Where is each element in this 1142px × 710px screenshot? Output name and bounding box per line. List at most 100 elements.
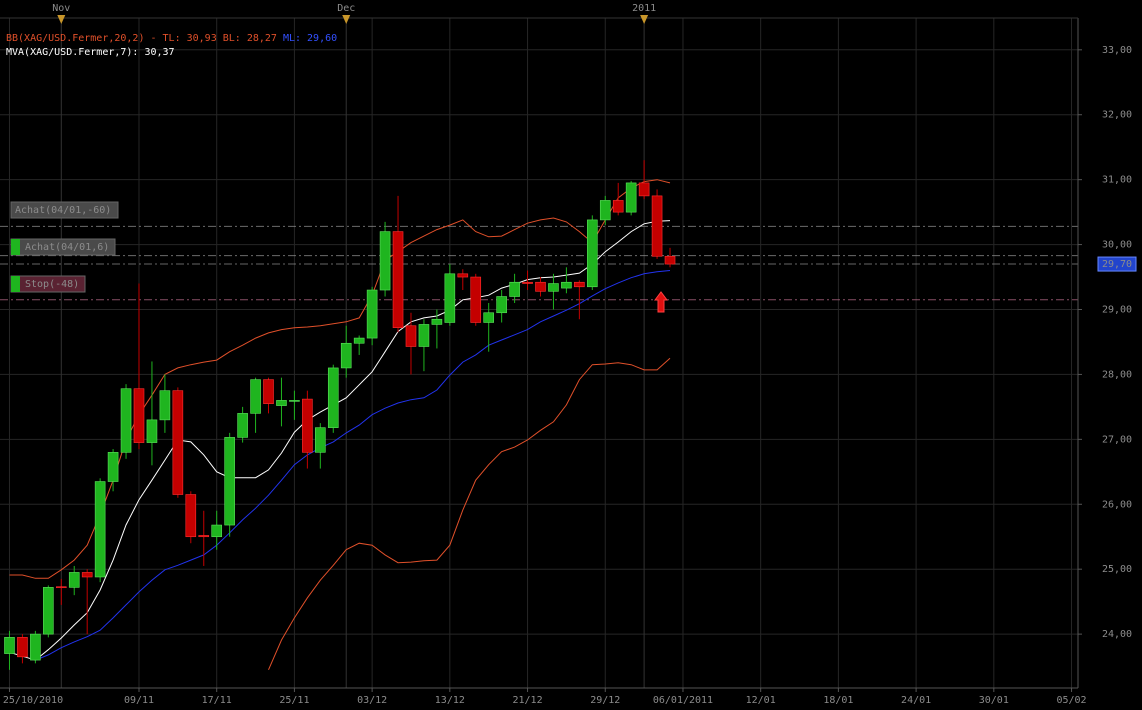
candle-body bbox=[276, 400, 287, 406]
candle-body bbox=[599, 200, 611, 221]
candle-body bbox=[55, 586, 67, 589]
x-tick-label: 21/12 bbox=[512, 695, 542, 706]
candle-body bbox=[43, 587, 54, 635]
candle-body bbox=[172, 390, 184, 495]
x-tick-label: 09/11 bbox=[124, 695, 154, 706]
legend-entry: BB(XAG/USD.Fermer,20,2) - TL: 30,93 BL: … bbox=[6, 33, 337, 44]
price-label: 29,70 bbox=[1102, 259, 1132, 270]
candle-body bbox=[302, 398, 313, 453]
candle-body bbox=[94, 481, 106, 578]
candle-body bbox=[146, 419, 158, 443]
y-tick-label: 27,00 bbox=[1102, 434, 1132, 445]
x-tick-label: 24/01 bbox=[901, 695, 931, 706]
level-label: Achat(04/01,-60) bbox=[15, 205, 111, 216]
y-tick-label: 24,00 bbox=[1102, 629, 1132, 640]
candle-body bbox=[418, 324, 430, 347]
candle-body bbox=[107, 452, 119, 482]
legend-entry: MVA(XAG/USD.Fermer,7): 30,37 bbox=[6, 47, 175, 58]
level-box bbox=[10, 201, 119, 219]
candle-body bbox=[561, 281, 572, 289]
candle-body bbox=[483, 312, 494, 323]
candle-body bbox=[638, 182, 650, 197]
candle-body bbox=[431, 318, 443, 325]
indicator-line bbox=[268, 357, 671, 670]
candle-body bbox=[444, 273, 456, 323]
candle-body bbox=[470, 276, 482, 323]
indicator-line bbox=[9, 220, 671, 661]
candle-body bbox=[651, 195, 663, 257]
legend-text: ML: 29,60 bbox=[283, 33, 337, 44]
indicator-line bbox=[35, 270, 671, 661]
price-box bbox=[1097, 256, 1137, 272]
candle-body bbox=[224, 437, 235, 526]
labels: 24,00 25,00 26,00 27,00 28,00 29,00 30,00 31,00… bbox=[3, 3, 1137, 706]
candle-body bbox=[496, 296, 507, 314]
candle-body bbox=[30, 633, 41, 661]
candle-body bbox=[250, 379, 261, 414]
candle-body bbox=[405, 325, 417, 347]
candle-body bbox=[612, 200, 624, 213]
y-tick-label: 25,00 bbox=[1102, 564, 1132, 575]
x-tick-label: 06/01/2011 bbox=[653, 695, 713, 706]
top-tick-marker bbox=[640, 15, 649, 24]
candle-body bbox=[353, 337, 365, 344]
candle-body bbox=[457, 273, 469, 278]
candle-body bbox=[17, 637, 28, 658]
levels bbox=[0, 225, 1078, 301]
x-tick-label: 03/12 bbox=[357, 695, 387, 706]
x-tick-label: 12/01 bbox=[746, 695, 776, 706]
axes bbox=[0, 17, 1082, 692]
level-marker bbox=[11, 239, 20, 255]
y-tick-label: 31,00 bbox=[1102, 175, 1132, 186]
x-tick-label: 25/11 bbox=[279, 695, 309, 706]
x-tick-label: 29/12 bbox=[590, 695, 620, 706]
candles bbox=[4, 160, 676, 670]
x-tick-label: 17/11 bbox=[202, 695, 232, 706]
y-tick-label: 32,00 bbox=[1102, 110, 1132, 121]
top-tick-label: Nov bbox=[52, 3, 70, 14]
y-tick-label: 30,00 bbox=[1102, 240, 1132, 251]
x-tick-label: 05/02 bbox=[1056, 695, 1086, 706]
candle-body bbox=[211, 524, 223, 538]
candle-body bbox=[315, 427, 326, 453]
top-tick-marker bbox=[342, 15, 351, 24]
candle-body bbox=[340, 342, 352, 369]
candle-body bbox=[289, 400, 300, 402]
x-tick-label: 13/12 bbox=[435, 695, 465, 706]
candle-body bbox=[625, 182, 637, 213]
candle-body bbox=[133, 388, 145, 443]
x-tick-label: 25/10/2010 bbox=[3, 695, 63, 706]
candle-body bbox=[664, 255, 676, 265]
indicator-lines bbox=[9, 179, 671, 670]
y-tick-label: 28,00 bbox=[1102, 369, 1132, 380]
top-tick-label: 2011 bbox=[632, 3, 656, 14]
grid bbox=[0, 18, 1078, 688]
candle-body bbox=[548, 283, 559, 292]
candle-body bbox=[327, 367, 339, 428]
candle-body bbox=[392, 231, 404, 328]
top-tick-marker bbox=[57, 15, 66, 24]
candle-body bbox=[366, 289, 378, 339]
signal-arrow bbox=[654, 291, 668, 313]
candle-body bbox=[237, 413, 248, 438]
level-marker bbox=[11, 276, 20, 292]
y-tick-label: 29,00 bbox=[1102, 305, 1132, 316]
candle-body bbox=[587, 219, 598, 288]
y-tick-label: 26,00 bbox=[1102, 499, 1132, 510]
y-tick-label: 33,00 bbox=[1102, 45, 1132, 56]
level-label: Stop(-48) bbox=[25, 279, 79, 290]
candle-body bbox=[263, 379, 274, 404]
legend-text: MVA(XAG/USD.Fermer,7): 30,37 bbox=[6, 47, 175, 58]
x-tick-label: 30/01 bbox=[979, 695, 1009, 706]
candle-body bbox=[120, 388, 132, 453]
candle-body bbox=[379, 231, 391, 291]
candle-body bbox=[198, 535, 210, 538]
candle-body bbox=[81, 572, 93, 578]
legend-text: BB(XAG/USD.Fermer,20,2) - TL: 30,93 BL: … bbox=[6, 33, 283, 44]
candle-body bbox=[4, 637, 15, 654]
candle-body bbox=[159, 390, 171, 421]
candle-body bbox=[509, 281, 520, 297]
